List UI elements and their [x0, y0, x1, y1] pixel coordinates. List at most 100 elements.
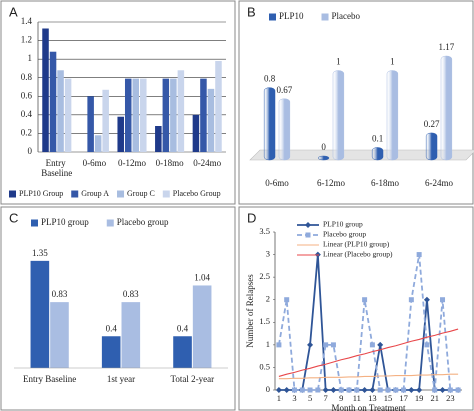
bar — [332, 70, 345, 161]
bar — [102, 89, 109, 152]
legend-label: Placebo group — [117, 217, 169, 227]
y-tick-label: 1.2 — [21, 35, 32, 45]
x-tick-label: 6-12mo — [317, 178, 345, 188]
legend-marker — [305, 222, 311, 228]
y-tick-label: 0.6 — [21, 90, 33, 100]
legend-swatch — [117, 190, 125, 198]
point — [408, 387, 415, 393]
point — [330, 342, 336, 348]
y-tick-label: 0 — [28, 146, 33, 156]
y-tick-label: 0.8 — [21, 72, 33, 82]
legend-swatch — [106, 219, 114, 227]
point — [377, 387, 383, 393]
y-tick-label: 1.4 — [21, 16, 33, 26]
point — [315, 387, 321, 393]
point — [362, 297, 368, 303]
legend-label: Placebo Group — [173, 189, 221, 198]
legend-swatch — [162, 190, 170, 198]
x-axis-label: Month on Treatment — [331, 403, 406, 411]
point — [284, 297, 290, 303]
point — [377, 341, 384, 348]
x-tick-label: Entry Baseline — [23, 374, 76, 384]
point — [354, 387, 360, 393]
point — [307, 387, 313, 393]
data-label: 0.8 — [264, 74, 276, 84]
bar — [192, 114, 200, 152]
bar — [64, 78, 72, 152]
y-tick-label: 1 — [28, 53, 33, 63]
x-tick-label: 19 — [415, 393, 424, 403]
x-tick-label: 1st year — [107, 374, 135, 384]
y-tick-label: 0 — [266, 384, 270, 394]
bar — [121, 302, 141, 368]
x-tick-label: 0-6mo — [83, 158, 107, 168]
data-label: 0.67 — [277, 85, 293, 95]
data-label: 1.17 — [439, 42, 455, 52]
point — [346, 387, 352, 393]
y-tick-label: 0.5 — [259, 361, 270, 371]
y-tick-label: 0.4 — [21, 109, 33, 119]
point — [416, 387, 423, 393]
panel-label: D — [247, 210, 256, 225]
series-line — [278, 328, 459, 377]
bar — [30, 260, 50, 368]
x-tick-label: 5 — [308, 393, 312, 403]
point — [275, 387, 282, 393]
x-tick-label: Total 2-year — [171, 374, 215, 384]
data-label: 0.27 — [424, 119, 440, 129]
x-tick-label: 15 — [384, 393, 393, 403]
y-tick-label: 1.5 — [259, 316, 270, 326]
y-tick-label: 2.5 — [259, 271, 270, 281]
series-line — [278, 373, 459, 380]
y-tick-label: 1 — [266, 339, 270, 349]
y-tick-label: 0.2 — [21, 127, 32, 137]
panel-label: A — [9, 4, 18, 19]
legend-label: Linear (PLP10 group) — [323, 240, 390, 249]
point — [439, 387, 446, 393]
point — [369, 387, 376, 393]
bar — [425, 132, 438, 161]
legend-marker — [305, 232, 311, 238]
x-tick-label: 0-24mo — [193, 158, 221, 168]
data-label: 1.35 — [32, 248, 48, 258]
x-tick-label: 9 — [339, 393, 343, 403]
data-label: 0.4 — [177, 323, 189, 333]
legend-label: PLP10 — [279, 11, 304, 21]
x-tick-label: 21 — [430, 393, 439, 403]
point — [322, 387, 329, 393]
bar — [317, 155, 330, 161]
x-tick-label: 23 — [446, 393, 455, 403]
bar — [57, 70, 64, 152]
legend-label: PLP10 group — [323, 220, 363, 229]
legend-label: Linear (Placebo group) — [323, 250, 393, 259]
bar — [162, 78, 170, 152]
x-tick-label: 6-24mo — [425, 178, 453, 188]
bar — [192, 285, 212, 368]
point — [440, 297, 446, 303]
point — [283, 387, 290, 393]
y-tick-label: 3.5 — [259, 226, 270, 236]
bar — [177, 70, 185, 152]
series-line — [278, 254, 459, 391]
bar — [117, 116, 124, 152]
panel-frame — [0, 0, 236, 205]
x-tick-label: Entry Baseline — [41, 158, 72, 178]
panel-label: C — [9, 210, 18, 225]
legend-swatch — [71, 190, 79, 198]
bar — [42, 28, 49, 152]
legend-label: Placebo group — [323, 230, 366, 239]
x-tick-label: 6-18mo — [371, 178, 399, 188]
x-tick-label: 0-6mo — [265, 178, 289, 188]
point — [432, 387, 438, 393]
point — [291, 387, 297, 393]
data-label: 0 — [321, 142, 326, 152]
panel-frame — [238, 0, 474, 205]
x-tick-label: 13 — [368, 393, 377, 403]
legend-swatch — [321, 13, 329, 21]
bar — [440, 55, 453, 161]
data-label: 0.4 — [106, 323, 118, 333]
bar — [155, 126, 162, 152]
bar — [101, 336, 121, 368]
bar — [278, 98, 291, 161]
x-tick-label: 3 — [292, 393, 296, 403]
